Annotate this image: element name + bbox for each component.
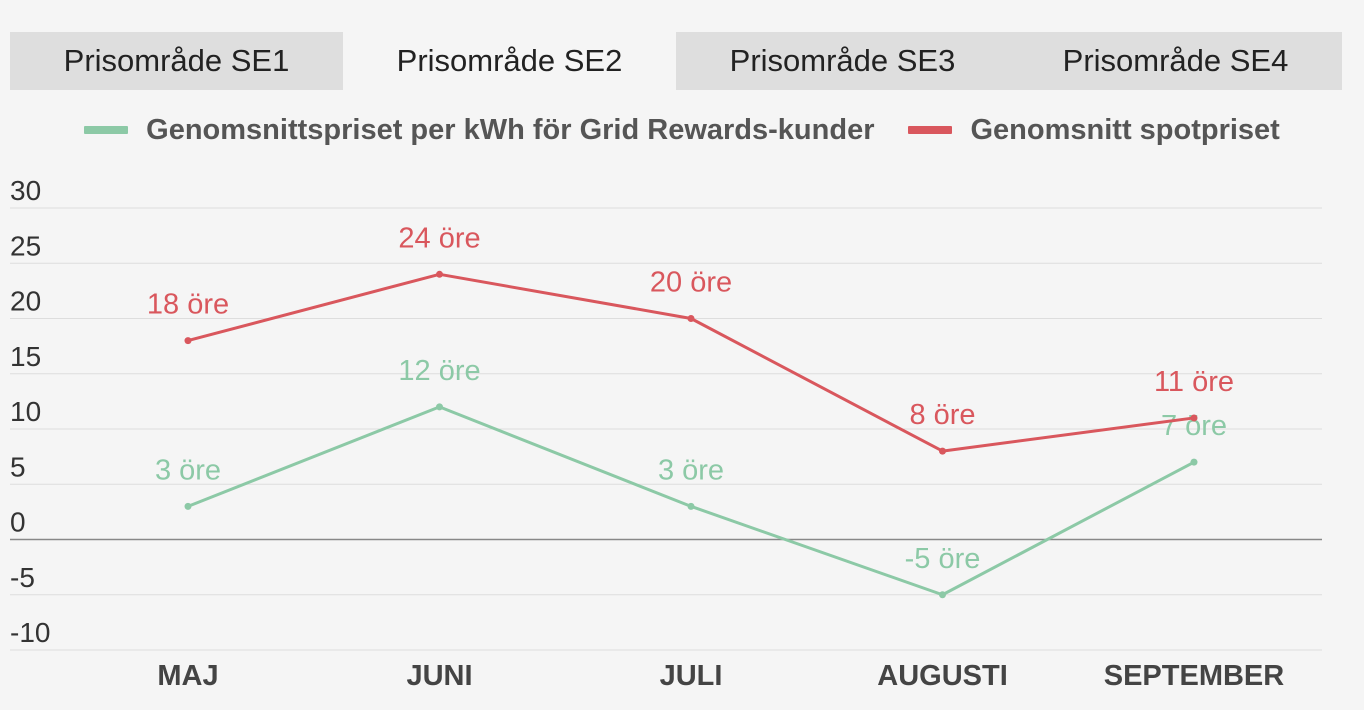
data-point (1190, 414, 1198, 422)
x-tick-label: AUGUSTI (877, 660, 1008, 692)
tab-se4[interactable]: Prisområde SE4 (1062, 43, 1289, 78)
data-point (687, 315, 695, 322)
legend-swatch-grid-rewards (84, 126, 129, 134)
legend-swatch-spot (908, 126, 953, 134)
tab-se3[interactable]: Prisområde SE3 (729, 43, 956, 78)
y-tick-label: -5 (10, 562, 35, 593)
data-label: 3 öre (155, 454, 221, 486)
data-point (436, 403, 443, 411)
data-point (1190, 458, 1198, 466)
y-tick-label: -10 (10, 617, 50, 648)
y-tick-label: 15 (10, 341, 41, 372)
data-point (939, 591, 946, 599)
data-label: 3 öre (658, 454, 724, 486)
y-tick-label: 25 (10, 230, 41, 261)
x-tick-label: JULI (660, 660, 723, 692)
x-tick-label: SEPTEMBER (1104, 660, 1285, 692)
data-point (436, 270, 443, 278)
data-point (687, 502, 695, 510)
x-tick-label: MAJ (157, 660, 218, 692)
data-label: 11 öre (1154, 366, 1234, 398)
tab-se1[interactable]: Prisområde SE1 (63, 43, 290, 78)
data-point (184, 337, 192, 345)
y-tick-label: 20 (10, 286, 41, 317)
legend-label-grid-rewards: Genomsnittspriset per kWh för Grid Rewar… (146, 113, 875, 146)
series-line-0 (187, 405, 1195, 597)
data-label: 8 öre (909, 399, 975, 431)
y-tick-label: 0 (10, 507, 26, 538)
data-label: 24 öre (398, 222, 480, 254)
series-line-1 (187, 272, 1195, 453)
y-tick-label: 5 (10, 451, 26, 482)
price-area-tabs: Prisområde SE1 Prisområde SE2 Prisområde… (10, 32, 1342, 90)
data-label: 12 öre (398, 355, 480, 387)
legend-item-grid-rewards[interactable]: Genomsnittspriset per kWh för Grid Rewar… (84, 114, 874, 147)
data-point (939, 447, 946, 455)
tab-se2[interactable]: Prisområde SE2 (343, 32, 676, 90)
legend-item-spot[interactable]: Genomsnitt spotpriset (908, 113, 1280, 147)
y-tick-label: 30 (10, 175, 41, 206)
y-tick-label: 10 (10, 396, 41, 427)
data-label: -5 öre (905, 543, 981, 575)
data-point (184, 502, 192, 510)
chart-legend: Genomsnittspriset per kWh för Grid Rewar… (0, 108, 1364, 152)
x-tick-label: JUNI (406, 660, 472, 692)
data-label: 20 öre (650, 267, 732, 299)
legend-label-spot: Genomsnitt spotpriset (970, 113, 1280, 146)
data-label: 18 öre (147, 289, 229, 321)
